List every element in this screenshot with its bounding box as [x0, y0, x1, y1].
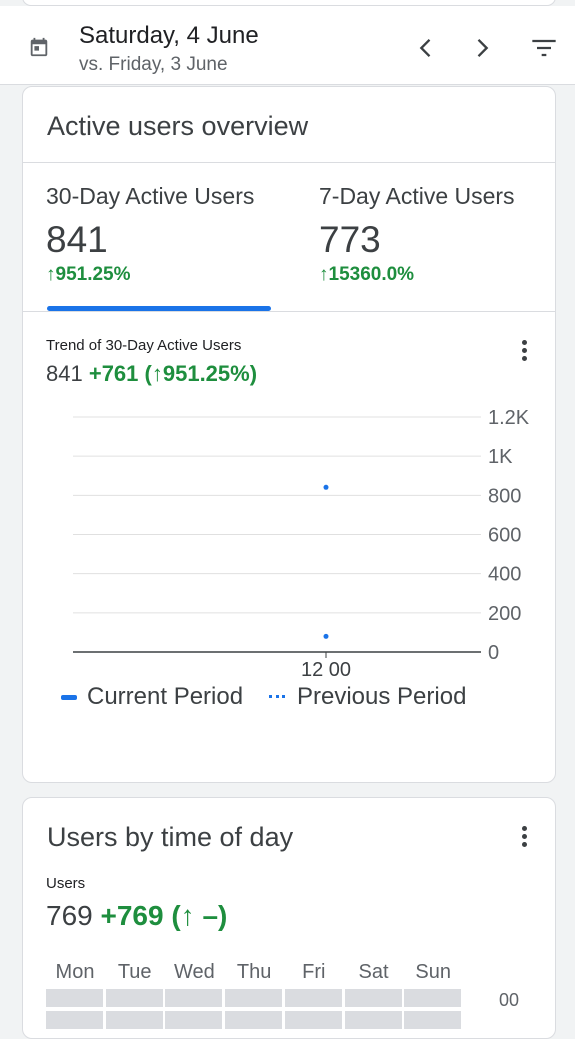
users-percent: (↑ –) — [171, 900, 228, 931]
more-options-icon[interactable] — [520, 826, 528, 852]
day-label: Tue — [117, 961, 152, 983]
active-users-overview-card: Active users overview 30-Day Active User… — [22, 86, 556, 783]
legend-previous-swatch — [269, 694, 285, 701]
users-value: 769 — [46, 900, 93, 931]
heatmap-cell[interactable] — [46, 1011, 103, 1029]
y-tick-label: 1.2K — [488, 407, 530, 429]
y-tick-label: 400 — [488, 564, 521, 586]
day-label: Mon — [55, 961, 95, 983]
day-label: Fri — [302, 961, 326, 983]
chevron-right-icon[interactable] — [468, 34, 496, 62]
y-tick-label: 600 — [488, 525, 521, 547]
heatmap-cell[interactable] — [165, 989, 223, 1007]
trend-title: Trend of 30-Day Active Users — [46, 337, 242, 354]
heatmap-cell[interactable] — [225, 1011, 283, 1029]
legend-current[interactable]: Current Period — [61, 683, 243, 711]
chevron-left-icon[interactable] — [412, 34, 440, 62]
heatmap-cell[interactable] — [344, 1011, 402, 1029]
trend-percent: (↑951.25%) — [144, 361, 258, 386]
heatmap-cell[interactable] — [284, 989, 342, 1007]
heatmap-cell[interactable] — [105, 1011, 163, 1029]
y-tick-label: 1K — [488, 446, 513, 468]
more-options-icon[interactable] — [520, 340, 528, 366]
day-label: Thu — [236, 961, 272, 983]
current-period-point[interactable] — [323, 484, 329, 490]
heatmap-cell[interactable] — [284, 1011, 342, 1029]
y-tick-label: 0 — [488, 642, 499, 664]
users-summary: 769 +769 (↑ –) — [46, 900, 227, 932]
users-delta: +769 — [100, 900, 164, 931]
x-tick-label: 12 00 — [301, 659, 351, 681]
heatmap-cell[interactable] — [225, 989, 283, 1007]
tabs-divider — [23, 311, 555, 312]
card-title: Active users overview — [47, 111, 309, 141]
metric-label: 7-Day Active Users — [319, 183, 515, 209]
date-range-bar: Saturday, 4 June vs. Friday, 3 June — [0, 6, 575, 85]
legend-previous[interactable]: Previous Period — [269, 683, 466, 711]
trend-value: 841 — [46, 361, 83, 386]
previous-period-point[interactable] — [323, 633, 329, 639]
metric-change: ↑15360.0% — [319, 264, 415, 285]
hour-label: 00 — [499, 990, 520, 1010]
legend-previous-label: Previous Period — [297, 683, 467, 710]
metric-value: 773 — [319, 219, 381, 260]
heatmap-cell[interactable] — [344, 989, 402, 1007]
selected-tab-indicator — [47, 306, 271, 311]
heatmap-cell[interactable] — [46, 989, 103, 1007]
selected-date[interactable]: Saturday, 4 June — [79, 22, 259, 49]
legend-current-swatch — [61, 695, 77, 701]
heatmap-cell[interactable] — [105, 989, 163, 1007]
day-label: Wed — [174, 961, 215, 983]
day-label: Sat — [358, 961, 389, 983]
trend-summary: 841 +761 (↑951.25%) — [46, 361, 257, 387]
card-divider — [23, 162, 555, 163]
metric-change: ↑951.25% — [46, 264, 131, 285]
heatmap-cell[interactable] — [404, 989, 462, 1007]
heatmap-cell[interactable] — [165, 1011, 223, 1029]
trend-chart: 0 200 400 600 800 1K 1.2K 12 00 — [73, 407, 530, 681]
calendar-icon[interactable] — [28, 36, 50, 58]
comparison-date: vs. Friday, 3 June — [79, 54, 228, 75]
metric-value: 841 — [46, 219, 108, 260]
metric-label: 30-Day Active Users — [46, 183, 255, 209]
metric-label: Users — [46, 875, 86, 892]
y-tick-label: 800 — [488, 485, 521, 507]
card-title: Users by time of day — [47, 822, 294, 852]
heatmap-cell[interactable] — [404, 1011, 462, 1029]
users-by-time-of-day-card: Users by time of day Users 769 +769 (↑ –… — [22, 797, 556, 1039]
trend-delta: +761 — [88, 361, 139, 386]
y-tick-label: 200 — [488, 603, 521, 625]
legend-current-label: Current Period — [87, 683, 244, 710]
filter-icon[interactable] — [530, 34, 558, 62]
day-label: Sun — [415, 961, 451, 983]
